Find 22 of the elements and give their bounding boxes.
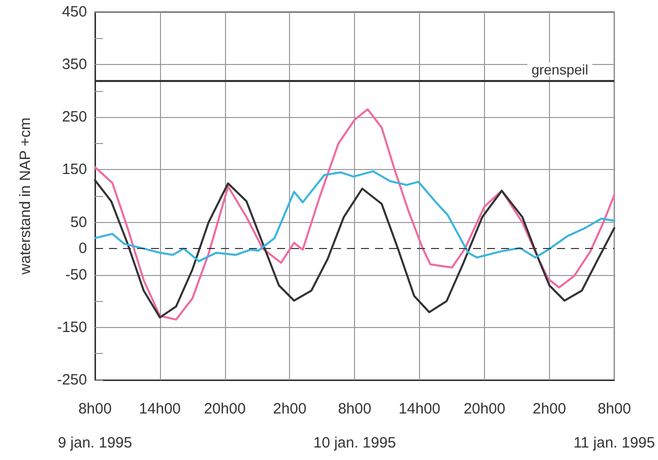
y-tick-label: 0 bbox=[78, 240, 87, 258]
y-tick-label: 50 bbox=[70, 214, 87, 231]
y-tick-label: 350 bbox=[62, 56, 87, 74]
x-tick-label: 8h00 10 jan. 1995 bbox=[313, 400, 396, 452]
y-tick-label: 250 bbox=[62, 108, 87, 126]
x-tick-label: 20h00 bbox=[464, 400, 506, 418]
x-tick-label: 14h00 bbox=[398, 400, 440, 418]
x-tick-label: 14h00 bbox=[139, 400, 181, 418]
x-tick-label: 8h00 9 jan. 1995 bbox=[58, 400, 132, 452]
y-tick-label: -150 bbox=[56, 318, 87, 336]
ref-line-label: grenspeil bbox=[531, 61, 588, 78]
x-tick-label: 2h00 bbox=[532, 400, 566, 418]
y-axis-title: waterstand in NAP +cm bbox=[17, 118, 34, 276]
y-tick-label: 150 bbox=[62, 161, 87, 178]
x-tick-label: 8h00 11 jan. 1995 bbox=[574, 400, 656, 452]
x-tick-label: 20h00 bbox=[204, 400, 246, 418]
line-series bbox=[94, 170, 616, 262]
y-tick-label: 450 bbox=[62, 4, 87, 20]
y-tick-label: -50 bbox=[65, 266, 87, 284]
y-tick-label: -250 bbox=[56, 372, 87, 388]
line-series bbox=[94, 108, 616, 321]
x-tick-label: 2h00 bbox=[273, 400, 306, 418]
